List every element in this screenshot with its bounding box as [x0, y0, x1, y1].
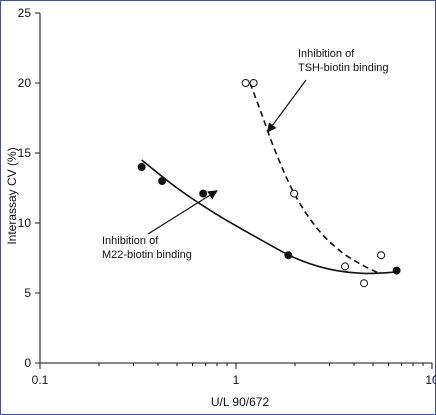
y-tick-label: 5: [24, 286, 31, 300]
fit-line-series-0: [141, 159, 397, 275]
x-tick-label: 0.1: [32, 373, 49, 387]
x-axis-label: U/L 90/672: [211, 395, 270, 409]
annotation-arrow: [147, 190, 218, 235]
annotation-label: TSH-biotin binding: [298, 62, 389, 74]
annotation-label: Inhibition of: [102, 235, 159, 247]
axes: 0 5 10 15 20 25 0.1 1 10 U/L 90/672 Interassay CV …: [5, 6, 436, 409]
y-tick-label: 10: [18, 216, 32, 230]
x-tick-label: 1: [233, 373, 240, 387]
y-tick-label: 25: [18, 6, 32, 20]
data-point-series-0: [284, 251, 293, 260]
data-points: [137, 79, 401, 288]
data-point-series-1: [249, 79, 258, 87]
data-point-series-1: [241, 79, 250, 87]
data-point-series-1: [341, 262, 350, 271]
x-tick-label: 10: [425, 373, 436, 387]
data-point-series-0: [158, 177, 167, 185]
fit-line-series-1: [249, 82, 380, 275]
y-tick-label: 15: [18, 146, 32, 160]
data-point-series-0: [392, 266, 401, 275]
data-point-series-1: [377, 251, 386, 260]
data-point-series-0: [199, 189, 208, 198]
data-point-series-1: [360, 279, 369, 288]
y-tick-label: 0: [24, 356, 31, 370]
data-point-series-0: [137, 163, 146, 171]
annotation-label: M22-biotin binding: [102, 249, 192, 261]
annotation-arrow: [267, 79, 307, 133]
y-axis-label: Interassay CV (%): [5, 147, 19, 244]
annotations: Inhibition of TSH-biotin binding Inhibitio…: [102, 48, 389, 261]
data-point-series-1: [290, 189, 299, 198]
fit-lines: [141, 82, 397, 275]
annotation-label: Inhibition of: [298, 48, 355, 60]
y-tick-label: 20: [18, 76, 32, 90]
